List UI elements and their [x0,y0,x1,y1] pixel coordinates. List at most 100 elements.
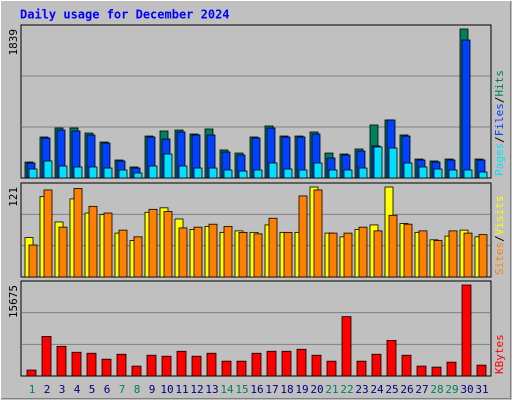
bar [208,223,218,278]
bar [281,350,292,377]
x-tick-label: 10 [160,383,173,396]
bar [283,168,293,179]
bar [148,165,158,179]
bar [343,169,353,179]
bar [328,232,338,278]
bar [43,189,53,278]
legend-entry: KBytes [493,334,506,374]
bar [118,229,128,278]
bar [208,167,218,179]
bar [298,195,308,278]
bar [461,284,472,377]
bar [403,223,413,278]
bar [268,162,278,179]
bar [463,232,473,278]
bar [101,358,112,377]
bar [118,169,128,179]
x-tick-label: 21 [325,383,338,396]
bar [296,348,307,377]
y-max-label: 121 [7,187,20,207]
x-tick-label: 4 [74,383,81,396]
x-tick-label: 13 [205,383,218,396]
legend-entry: Hits [493,70,506,97]
bar [253,233,263,278]
bar [163,153,173,179]
bar [223,226,233,278]
bar [88,166,98,179]
x-tick-label: 1 [29,383,36,396]
x-tick-label: 18 [280,383,293,396]
bar [253,169,263,179]
bar [103,167,113,179]
bar [388,214,398,278]
x-tick-label: 11 [175,383,188,396]
bar [236,360,247,377]
legend: Pages/Files/Hits [493,70,506,176]
x-tick-label: 3 [59,383,66,396]
bar [28,244,38,278]
bar [401,354,412,377]
legend-separator: / [493,97,506,104]
bar [328,169,338,179]
bar [463,169,473,179]
bar [461,39,471,179]
x-tick-label: 16 [250,383,263,396]
legend-separator: / [493,235,506,242]
bar [193,167,203,179]
bar [103,212,113,278]
bar [358,226,368,278]
bar [176,350,187,377]
x-tick-label: 17 [265,383,278,396]
bar [131,365,142,377]
bar [343,232,353,278]
bar [418,230,428,278]
x-tick-label: 15 [235,383,248,396]
bar [206,352,217,377]
bar [238,231,248,278]
bar [386,339,397,377]
bar [251,352,262,377]
bar [28,168,38,179]
bar [313,189,323,278]
bar [478,171,488,179]
bar [116,353,127,377]
legend-separator: / [493,136,506,143]
bar [26,369,37,377]
x-tick-label: 8 [134,383,141,396]
bar [371,353,382,377]
bar [43,160,53,179]
bar [223,169,233,179]
bar [73,188,83,278]
x-tick-label: 26 [400,383,413,396]
bar [433,168,443,179]
x-tick-label: 12 [190,383,203,396]
bar [71,351,82,377]
bar [448,169,458,179]
x-tick-label: 2 [44,383,51,396]
bar [313,162,323,179]
bar [56,345,67,377]
bar [73,166,83,179]
bar [88,205,98,278]
bar [446,361,457,377]
x-tick-label: 24 [370,383,384,396]
bar [448,230,458,278]
legend-entry: Visits [493,196,506,236]
bar [86,352,97,377]
bar [356,360,367,377]
bar [373,146,383,179]
bar [431,366,442,377]
x-tick-label: 30 [460,383,473,396]
legend-entry: Pages [493,143,506,176]
bar [416,365,427,377]
bar [146,354,157,377]
bar [478,234,488,278]
legend: Sites/Visits [493,196,506,276]
x-tick-label: 19 [295,383,308,396]
x-tick-label: 25 [385,383,398,396]
bar [221,360,232,377]
bar [163,211,173,278]
bar [178,165,188,179]
